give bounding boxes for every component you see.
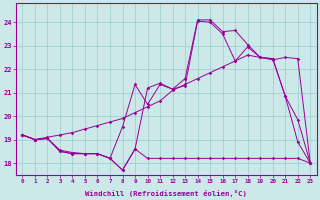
X-axis label: Windchill (Refroidissement éolien,°C): Windchill (Refroidissement éolien,°C): [85, 190, 247, 197]
